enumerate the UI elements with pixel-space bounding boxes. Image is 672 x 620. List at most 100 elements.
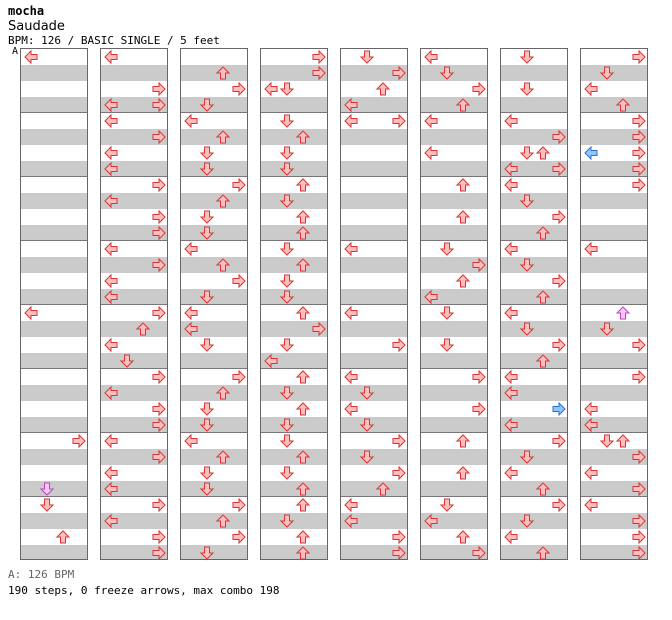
left-arrow-icon [503,305,519,321]
left-arrow-icon [103,49,119,65]
up-arrow-icon [535,225,551,241]
down-arrow-icon [439,65,455,81]
up-arrow-icon [295,497,311,513]
right-arrow-icon [231,81,247,97]
right-arrow-icon [391,529,407,545]
up-arrow-icon [615,97,631,113]
down-arrow-icon [279,337,295,353]
measure-line [501,368,567,369]
left-arrow-icon [503,177,519,193]
up-arrow-icon [455,529,471,545]
measure-line [341,432,407,433]
down-arrow-icon [599,321,615,337]
chart-column [340,48,408,560]
up-arrow-icon [295,545,311,559]
measure-line [101,432,167,433]
right-arrow-icon [631,177,647,193]
measure-line [21,176,87,177]
measure-line [581,112,647,113]
measure-line [261,176,327,177]
right-arrow-icon [71,433,87,449]
measure-line [581,368,647,369]
left-arrow-icon [423,113,439,129]
right-arrow-icon [151,209,167,225]
left-arrow-icon [583,465,599,481]
left-arrow-icon [503,417,519,433]
up-arrow-icon [535,353,551,369]
bpm-list: A: 126 BPM [8,568,75,581]
right-arrow-icon [391,337,407,353]
up-arrow-icon [295,257,311,273]
measure-line [101,304,167,305]
down-arrow-icon [359,385,375,401]
measure-line [501,176,567,177]
left-arrow-icon [103,481,119,497]
right-arrow-icon [631,161,647,177]
left-arrow-icon [423,49,439,65]
right-arrow-icon [231,369,247,385]
right-arrow-icon [631,449,647,465]
down-arrow-icon [279,113,295,129]
right-arrow-icon [631,49,647,65]
right-arrow-icon [551,497,567,513]
up-arrow-icon [135,321,151,337]
down-arrow-icon [199,545,215,559]
up-arrow-icon [375,81,391,97]
measure-line [421,432,487,433]
left-arrow-icon [423,513,439,529]
measure-line [101,176,167,177]
left-arrow-icon [343,113,359,129]
chart-column [580,48,648,560]
left-arrow-icon [183,433,199,449]
down-arrow-icon [199,289,215,305]
right-arrow-icon [471,545,487,559]
up-arrow-icon [215,513,231,529]
measure-line [101,368,167,369]
measure-line [261,112,327,113]
up-arrow-icon [295,209,311,225]
left-arrow-icon [183,321,199,337]
up-arrow-icon [295,177,311,193]
right-arrow-icon [151,545,167,559]
left-arrow-icon [503,161,519,177]
right-arrow-icon [231,177,247,193]
down-arrow-icon [279,193,295,209]
down-arrow-icon [519,193,535,209]
down-arrow-icon [39,481,55,497]
chart-column [20,48,88,560]
right-arrow-icon [551,161,567,177]
measure-line [181,368,247,369]
right-arrow-icon [631,529,647,545]
chart-column [260,48,328,560]
measure-line [501,304,567,305]
right-arrow-icon [551,401,567,417]
left-arrow-icon [103,241,119,257]
measure-line [181,496,247,497]
down-arrow-icon [199,225,215,241]
up-arrow-icon [55,529,71,545]
right-arrow-icon [631,545,647,559]
left-arrow-icon [263,353,279,369]
measure-line [261,304,327,305]
right-arrow-icon [151,497,167,513]
right-arrow-icon [151,177,167,193]
down-arrow-icon [199,97,215,113]
right-arrow-icon [631,481,647,497]
up-arrow-icon [455,209,471,225]
left-arrow-icon [583,401,599,417]
left-arrow-icon [183,305,199,321]
right-arrow-icon [151,257,167,273]
left-arrow-icon [103,385,119,401]
right-arrow-icon [391,545,407,559]
chart-column [180,48,248,560]
right-arrow-icon [151,401,167,417]
right-arrow-icon [471,81,487,97]
measure-line [501,240,567,241]
left-arrow-icon [103,161,119,177]
down-arrow-icon [279,417,295,433]
down-arrow-icon [359,417,375,433]
down-arrow-icon [279,161,295,177]
up-arrow-icon [295,449,311,465]
right-arrow-icon [151,97,167,113]
up-arrow-icon [215,129,231,145]
